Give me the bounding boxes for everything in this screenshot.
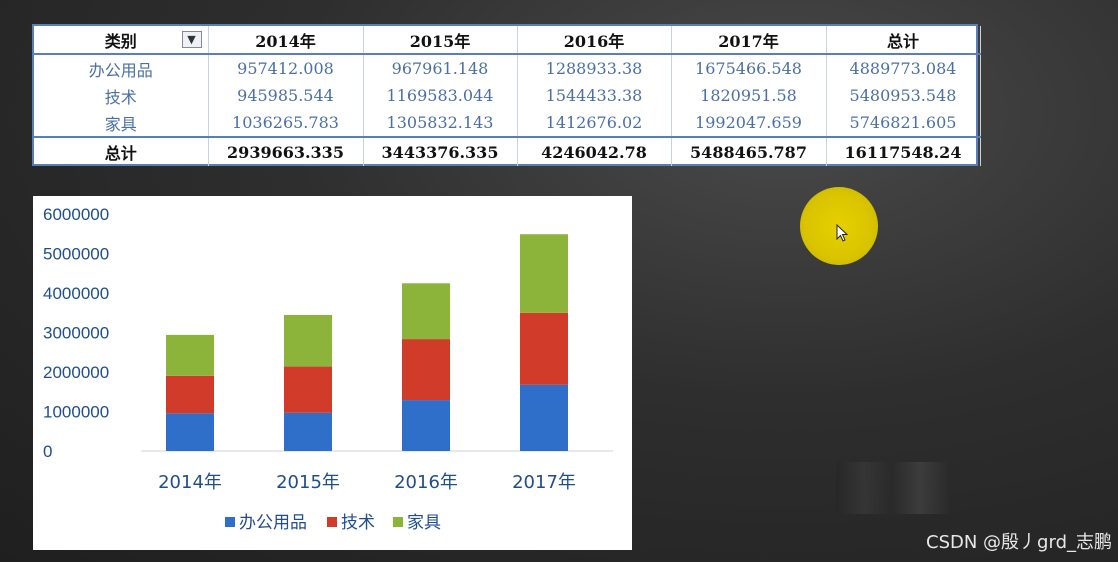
y-tick-label: 1000000: [43, 403, 109, 422]
legend-swatch: [327, 517, 337, 527]
table-row: 技术 945985.544 1169583.044 1544433.38 182…: [34, 82, 981, 109]
table-cell[interactable]: 1992047.659: [671, 109, 827, 137]
table-cell[interactable]: 957412.008: [208, 54, 364, 82]
table-cell[interactable]: 1820951.58: [671, 82, 827, 109]
legend-swatch: [393, 517, 403, 527]
header-2016: 2016年: [517, 26, 672, 55]
bar-segment: [520, 234, 568, 313]
table-cell[interactable]: 1169583.044: [363, 82, 518, 109]
blurred-region: [836, 462, 948, 514]
bar-segment: [284, 412, 332, 451]
header-category: 类别 ▼: [34, 26, 209, 55]
table-cell[interactable]: 1412676.02: [517, 109, 672, 137]
header-2015: 2015年: [363, 26, 518, 55]
total-cell[interactable]: 16117548.24: [826, 136, 981, 166]
pivot-table: 类别 ▼ 2014年 2015年 2016年 2017年 总计 办公用品 9574…: [32, 24, 981, 166]
table-row: 家具 1036265.783 1305832.143 1412676.02 19…: [34, 109, 981, 137]
header-2014: 2014年: [208, 26, 364, 55]
bar-segment: [284, 366, 332, 413]
stacked-bar-chart[interactable]: 0 1000000 2000000 3000000 4000000 5000000 6000…: [33, 196, 632, 550]
cursor-highlight: [800, 187, 878, 265]
y-tick-label: 0: [43, 442, 52, 461]
header-total: 总计: [826, 26, 981, 55]
legend-label: 办公用品: [239, 513, 307, 533]
bar-segment: [402, 283, 450, 340]
x-tick-label: 2014年: [158, 472, 222, 493]
bar-segment: [520, 384, 568, 451]
y-tick-label: 5000000: [43, 245, 109, 264]
table-cell[interactable]: 1675466.548: [671, 54, 827, 82]
x-tick-label: 2017年: [512, 472, 576, 493]
y-tick-label: 2000000: [43, 363, 109, 382]
mouse-cursor-icon: [836, 224, 849, 242]
bar-segment: [520, 312, 568, 385]
table-cell[interactable]: 1288933.38: [517, 54, 672, 82]
row-label[interactable]: 技术: [34, 82, 209, 109]
table-cell[interactable]: 4889773.084: [826, 54, 981, 82]
row-label[interactable]: 办公用品: [34, 54, 209, 82]
x-tick-label: 2016年: [394, 472, 458, 493]
legend-swatch: [225, 517, 235, 527]
chart-svg: 0 1000000 2000000 3000000 4000000 5000000 6000…: [43, 205, 613, 533]
total-label[interactable]: 总计: [34, 136, 209, 166]
table-cell[interactable]: 1036265.783: [208, 109, 364, 137]
legend-label: 家具: [407, 513, 441, 533]
watermark: CSDN @殷丿grd_志鹏: [926, 532, 1112, 553]
y-tick-label: 6000000: [43, 205, 109, 224]
header-2017: 2017年: [671, 26, 827, 55]
row-label[interactable]: 家具: [34, 109, 209, 137]
y-tick-label: 3000000: [43, 324, 109, 343]
table-header-row: 类别 ▼ 2014年 2015年 2016年 2017年 总计: [34, 26, 981, 55]
table-total-row: 总计 2939663.335 3443376.335 4246042.78 54…: [34, 136, 981, 166]
bar-segment: [166, 413, 214, 451]
total-cell[interactable]: 3443376.335: [363, 136, 518, 166]
bar-segment: [402, 400, 450, 451]
table-cell[interactable]: 5746821.605: [826, 109, 981, 137]
legend-label: 技术: [341, 513, 375, 533]
table-row: 办公用品 957412.008 967961.148 1288933.38 16…: [34, 54, 981, 82]
table-cell[interactable]: 1305832.143: [363, 109, 518, 137]
table-cell[interactable]: 967961.148: [363, 54, 518, 82]
bar-segment: [166, 375, 214, 414]
total-cell[interactable]: 2939663.335: [208, 136, 364, 166]
table-cell[interactable]: 5480953.548: [826, 82, 981, 109]
bar-segment: [166, 334, 214, 376]
table-cell[interactable]: 1544433.38: [517, 82, 672, 109]
x-tick-label: 2015年: [276, 472, 340, 493]
filter-dropdown-icon[interactable]: ▼: [181, 31, 202, 48]
bar-segment: [402, 339, 450, 401]
total-cell[interactable]: 4246042.78: [517, 136, 672, 166]
y-tick-label: 4000000: [43, 284, 109, 303]
total-cell[interactable]: 5488465.787: [671, 136, 827, 166]
table-cell[interactable]: 945985.544: [208, 82, 364, 109]
bar-segment: [284, 314, 332, 367]
